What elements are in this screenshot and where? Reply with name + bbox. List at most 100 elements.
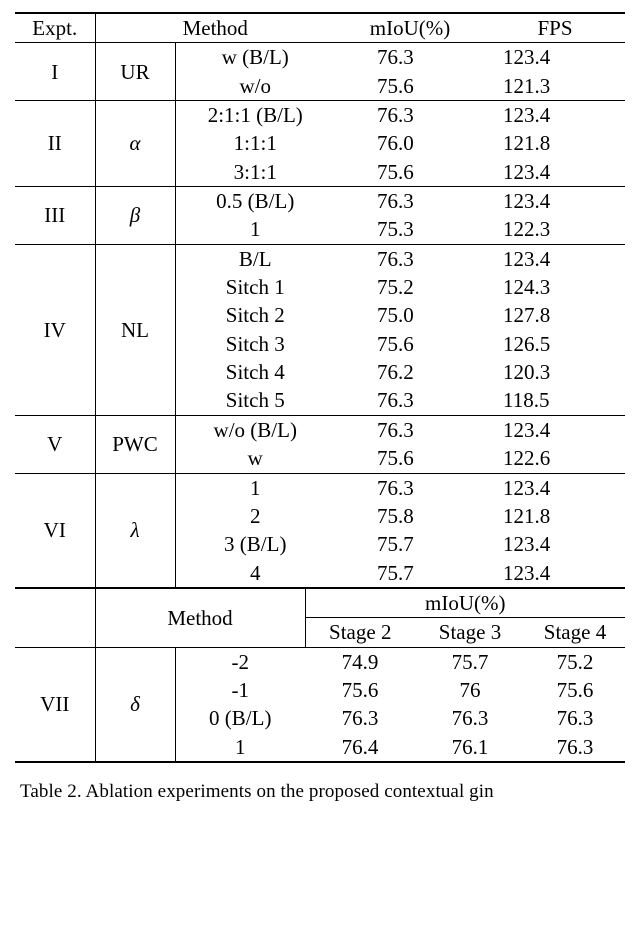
fps-cell: 123.4 (485, 415, 625, 444)
miou-cell: 75.7 (335, 530, 485, 558)
variant-cell: 2:1:1 (B/L) (175, 101, 335, 130)
miou-cell: 75.3 (335, 215, 485, 244)
param-label: UR (95, 43, 175, 101)
lower-header-method: Method (95, 588, 305, 647)
lower-spacer (15, 588, 95, 647)
miou-cell: 76.0 (335, 129, 485, 157)
fps-cell: 121.3 (485, 72, 625, 101)
expt-label: III (15, 187, 95, 245)
stage-cell: 76.3 (305, 704, 415, 732)
variant-cell: Sitch 4 (175, 358, 335, 386)
variant-cell: 1 (175, 215, 335, 244)
miou-cell: 75.2 (335, 273, 485, 301)
stage-cell: 76.1 (415, 733, 525, 762)
expt-label: IV (15, 244, 95, 415)
variant-cell: Sitch 3 (175, 330, 335, 358)
variant-cell: 0.5 (B/L) (175, 187, 335, 216)
stage-cell: 75.2 (525, 647, 625, 676)
fps-cell: 118.5 (485, 386, 625, 415)
variant-cell: 1 (175, 733, 305, 762)
stage-cell: 75.7 (415, 647, 525, 676)
fps-cell: 123.4 (485, 158, 625, 187)
miou-cell: 75.8 (335, 502, 485, 530)
miou-cell: 75.6 (335, 158, 485, 187)
variant-cell: w/o (B/L) (175, 415, 335, 444)
fps-cell: 123.4 (485, 187, 625, 216)
stage-cell: 76.3 (525, 704, 625, 732)
fps-cell: 121.8 (485, 129, 625, 157)
ablation-table-lower: Method mIoU(%) Stage 2 Stage 3 Stage 4 V… (15, 587, 625, 763)
variant-cell: Sitch 5 (175, 386, 335, 415)
lower-header-stage2: Stage 2 (305, 618, 415, 647)
stage-cell: 74.9 (305, 647, 415, 676)
lower-header-miou: mIoU(%) (305, 588, 625, 618)
variant-cell: -1 (175, 676, 305, 704)
expt-label: I (15, 43, 95, 101)
miou-cell: 76.3 (335, 473, 485, 502)
stage-cell: 76.3 (415, 704, 525, 732)
table-caption: Table 2. Ablation experiments on the pro… (20, 781, 630, 803)
variant-cell: w (B/L) (175, 43, 335, 72)
stage-cell: 76.3 (525, 733, 625, 762)
miou-cell: 75.6 (335, 330, 485, 358)
variant-cell: 1 (175, 473, 335, 502)
variant-cell: 0 (B/L) (175, 704, 305, 732)
expt-label: II (15, 101, 95, 187)
param-label: λ (95, 473, 175, 587)
miou-cell: 75.6 (335, 72, 485, 101)
param-label: δ (95, 647, 175, 762)
stage-cell: 75.6 (525, 676, 625, 704)
ablation-table: Expt. Method mIoU(%) FPS IURw (B/L)76.31… (15, 12, 625, 587)
variant-cell: 4 (175, 559, 335, 587)
fps-cell: 123.4 (485, 530, 625, 558)
variant-cell: 1:1:1 (175, 129, 335, 157)
miou-cell: 76.3 (335, 43, 485, 72)
header-expt: Expt. (15, 13, 95, 43)
variant-cell: Sitch 2 (175, 301, 335, 329)
miou-cell: 76.3 (335, 101, 485, 130)
miou-cell: 75.7 (335, 559, 485, 587)
header-fps: FPS (485, 13, 625, 43)
lower-header-stage3: Stage 3 (415, 618, 525, 647)
miou-cell: 75.0 (335, 301, 485, 329)
miou-cell: 76.3 (335, 415, 485, 444)
variant-cell: 3 (B/L) (175, 530, 335, 558)
miou-cell: 76.3 (335, 244, 485, 273)
expt-label: VI (15, 473, 95, 587)
fps-cell: 120.3 (485, 358, 625, 386)
fps-cell: 123.4 (485, 43, 625, 72)
lower-header-stage4: Stage 4 (525, 618, 625, 647)
stage-cell: 76.4 (305, 733, 415, 762)
variant-cell: B/L (175, 244, 335, 273)
caption-prefix: Table 2. (20, 781, 82, 802)
param-label: NL (95, 244, 175, 415)
caption-rest: Ablation experiments on the proposed con… (82, 781, 494, 802)
variant-cell: 3:1:1 (175, 158, 335, 187)
variant-cell: -2 (175, 647, 305, 676)
expt-label: VII (15, 647, 95, 762)
param-label: α (95, 101, 175, 187)
fps-cell: 124.3 (485, 273, 625, 301)
fps-cell: 122.3 (485, 215, 625, 244)
fps-cell: 123.4 (485, 559, 625, 587)
expt-label: V (15, 415, 95, 473)
miou-cell: 76.2 (335, 358, 485, 386)
miou-cell: 76.3 (335, 386, 485, 415)
variant-cell: w (175, 444, 335, 473)
variant-cell: w/o (175, 72, 335, 101)
fps-cell: 126.5 (485, 330, 625, 358)
variant-cell: 2 (175, 502, 335, 530)
stage-cell: 75.6 (305, 676, 415, 704)
header-method: Method (95, 13, 335, 43)
fps-cell: 123.4 (485, 101, 625, 130)
param-label: β (95, 187, 175, 245)
header-miou: mIoU(%) (335, 13, 485, 43)
stage-cell: 76 (415, 676, 525, 704)
miou-cell: 76.3 (335, 187, 485, 216)
param-label: PWC (95, 415, 175, 473)
fps-cell: 123.4 (485, 473, 625, 502)
fps-cell: 121.8 (485, 502, 625, 530)
fps-cell: 122.6 (485, 444, 625, 473)
fps-cell: 127.8 (485, 301, 625, 329)
fps-cell: 123.4 (485, 244, 625, 273)
